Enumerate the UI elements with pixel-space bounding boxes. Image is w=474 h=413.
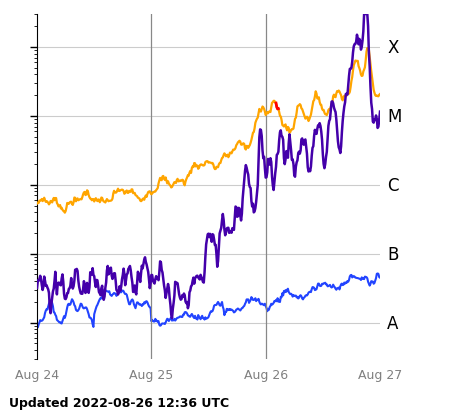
Text: A: A xyxy=(387,314,399,332)
Text: M: M xyxy=(387,107,401,126)
Text: Updated 2022-08-26 12:36 UTC: Updated 2022-08-26 12:36 UTC xyxy=(9,396,229,409)
Text: C: C xyxy=(387,176,399,194)
Text: B: B xyxy=(387,245,399,263)
Text: X: X xyxy=(387,39,399,57)
